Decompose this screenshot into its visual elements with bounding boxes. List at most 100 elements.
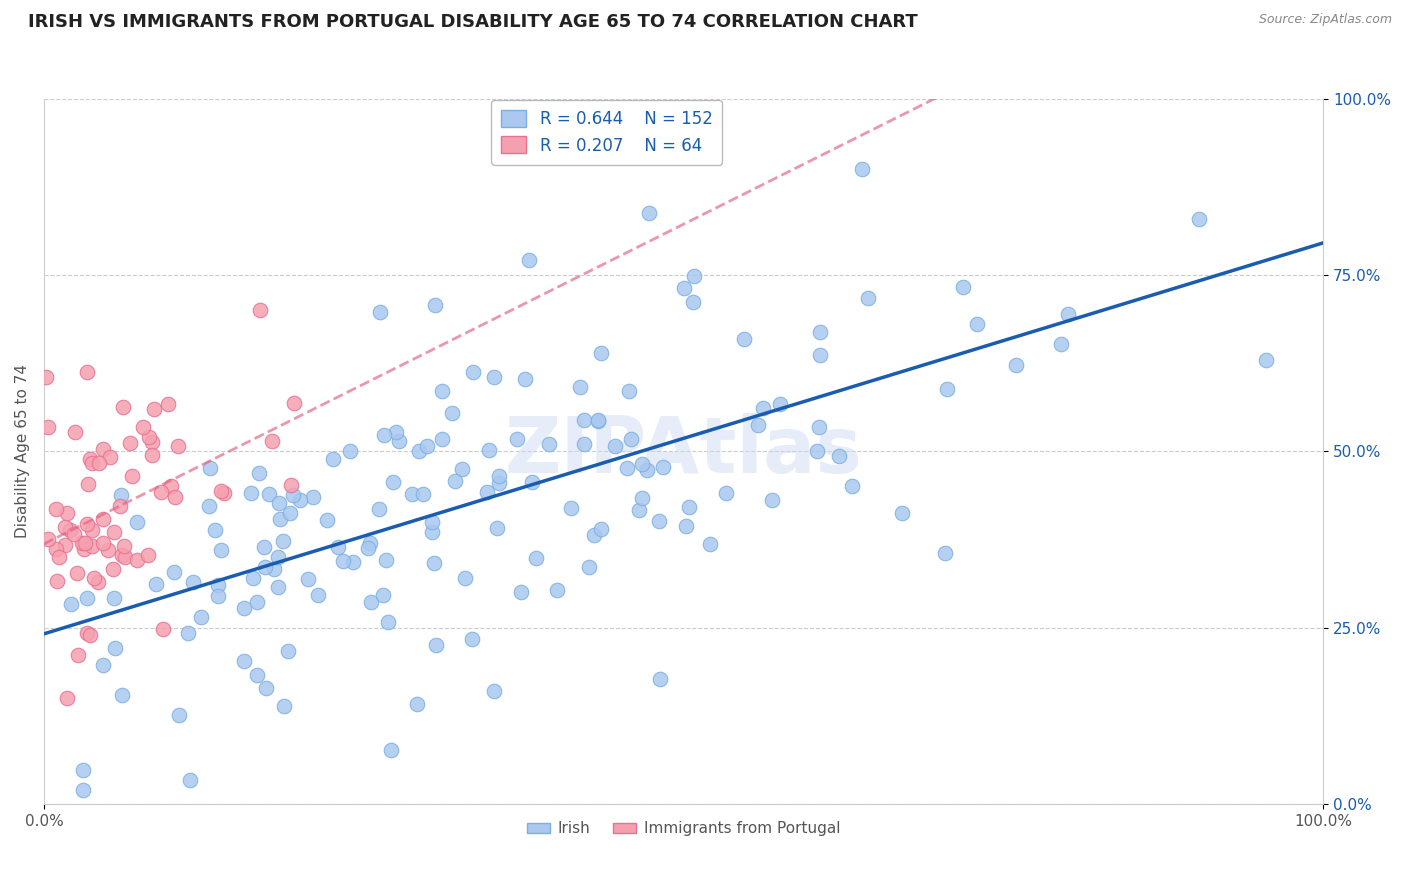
- Point: [650, 672, 672, 686]
- Point: [233, 654, 256, 668]
- Point: [1056, 307, 1078, 321]
- Point: [152, 622, 174, 636]
- Point: [342, 555, 364, 569]
- Text: IRISH VS IMMIGRANTS FROM PORTUGAL DISABILITY AGE 65 TO 74 CORRELATION CHART: IRISH VS IMMIGRANTS FROM PORTUGAL DISABI…: [28, 13, 918, 31]
- Point: [97, 543, 120, 558]
- Point: [267, 580, 290, 594]
- Point: [851, 162, 873, 177]
- Point: [267, 496, 290, 510]
- Point: [339, 443, 361, 458]
- Point: [108, 499, 131, 513]
- Point: [380, 743, 402, 757]
- Point: [76, 591, 98, 605]
- Point: [1188, 212, 1211, 227]
- Point: [112, 400, 135, 414]
- Point: [488, 468, 510, 483]
- Point: [675, 519, 697, 533]
- Point: [91, 658, 114, 673]
- Point: [103, 562, 125, 576]
- Point: [127, 515, 149, 529]
- Point: [157, 397, 180, 411]
- Point: [269, 512, 291, 526]
- Point: [142, 402, 165, 417]
- Point: [454, 571, 477, 585]
- Point: [966, 317, 988, 331]
- Point: [423, 556, 446, 570]
- Point: [444, 474, 467, 488]
- Point: [98, 450, 121, 464]
- Point: [477, 485, 499, 500]
- Point: [91, 512, 114, 526]
- Point: [45, 574, 67, 588]
- Point: [242, 571, 264, 585]
- Point: [616, 461, 638, 475]
- Point: [83, 571, 105, 585]
- Point: [420, 515, 443, 529]
- Point: [682, 295, 704, 310]
- Point: [160, 479, 183, 493]
- Point: [45, 502, 67, 516]
- Point: [416, 438, 439, 452]
- Point: [806, 444, 828, 458]
- Point: [111, 548, 134, 562]
- Text: ZIPAtlas: ZIPAtlas: [505, 414, 862, 490]
- Point: [382, 475, 405, 490]
- Point: [509, 585, 531, 599]
- Point: [422, 524, 444, 539]
- Point: [627, 502, 650, 516]
- Point: [1256, 352, 1278, 367]
- Point: [582, 527, 605, 541]
- Point: [138, 430, 160, 444]
- Point: [678, 500, 700, 515]
- Point: [204, 524, 226, 538]
- Point: [828, 449, 851, 463]
- Point: [76, 516, 98, 531]
- Point: [620, 432, 643, 446]
- Point: [603, 439, 626, 453]
- Point: [478, 442, 501, 457]
- Point: [72, 542, 94, 557]
- Point: [367, 502, 389, 516]
- Point: [388, 434, 411, 449]
- Point: [233, 601, 256, 615]
- Point: [636, 463, 658, 477]
- Point: [76, 625, 98, 640]
- Point: [360, 594, 382, 608]
- Point: [278, 506, 301, 520]
- Point: [35, 369, 58, 384]
- Point: [179, 772, 201, 787]
- Point: [401, 487, 423, 501]
- Point: [103, 525, 125, 540]
- Point: [72, 764, 94, 778]
- Point: [79, 451, 101, 466]
- Point: [461, 365, 484, 379]
- Point: [631, 457, 654, 471]
- Point: [150, 484, 173, 499]
- Point: [56, 691, 79, 706]
- Point: [48, 549, 70, 564]
- Point: [560, 501, 582, 516]
- Point: [451, 462, 474, 476]
- Point: [373, 427, 395, 442]
- Point: [79, 628, 101, 642]
- Point: [768, 397, 790, 411]
- Point: [37, 532, 59, 546]
- Point: [359, 536, 381, 550]
- Point: [522, 475, 544, 489]
- Point: [104, 640, 127, 655]
- Point: [484, 684, 506, 698]
- Point: [807, 420, 830, 434]
- Point: [589, 346, 612, 360]
- Point: [121, 469, 143, 483]
- Point: [267, 550, 290, 565]
- Point: [283, 396, 305, 410]
- Point: [841, 479, 863, 493]
- Point: [1005, 358, 1028, 372]
- Point: [484, 369, 506, 384]
- Point: [808, 348, 831, 362]
- Point: [277, 644, 299, 658]
- Point: [682, 269, 704, 284]
- Point: [73, 536, 96, 550]
- Point: [252, 540, 274, 554]
- Point: [569, 380, 592, 394]
